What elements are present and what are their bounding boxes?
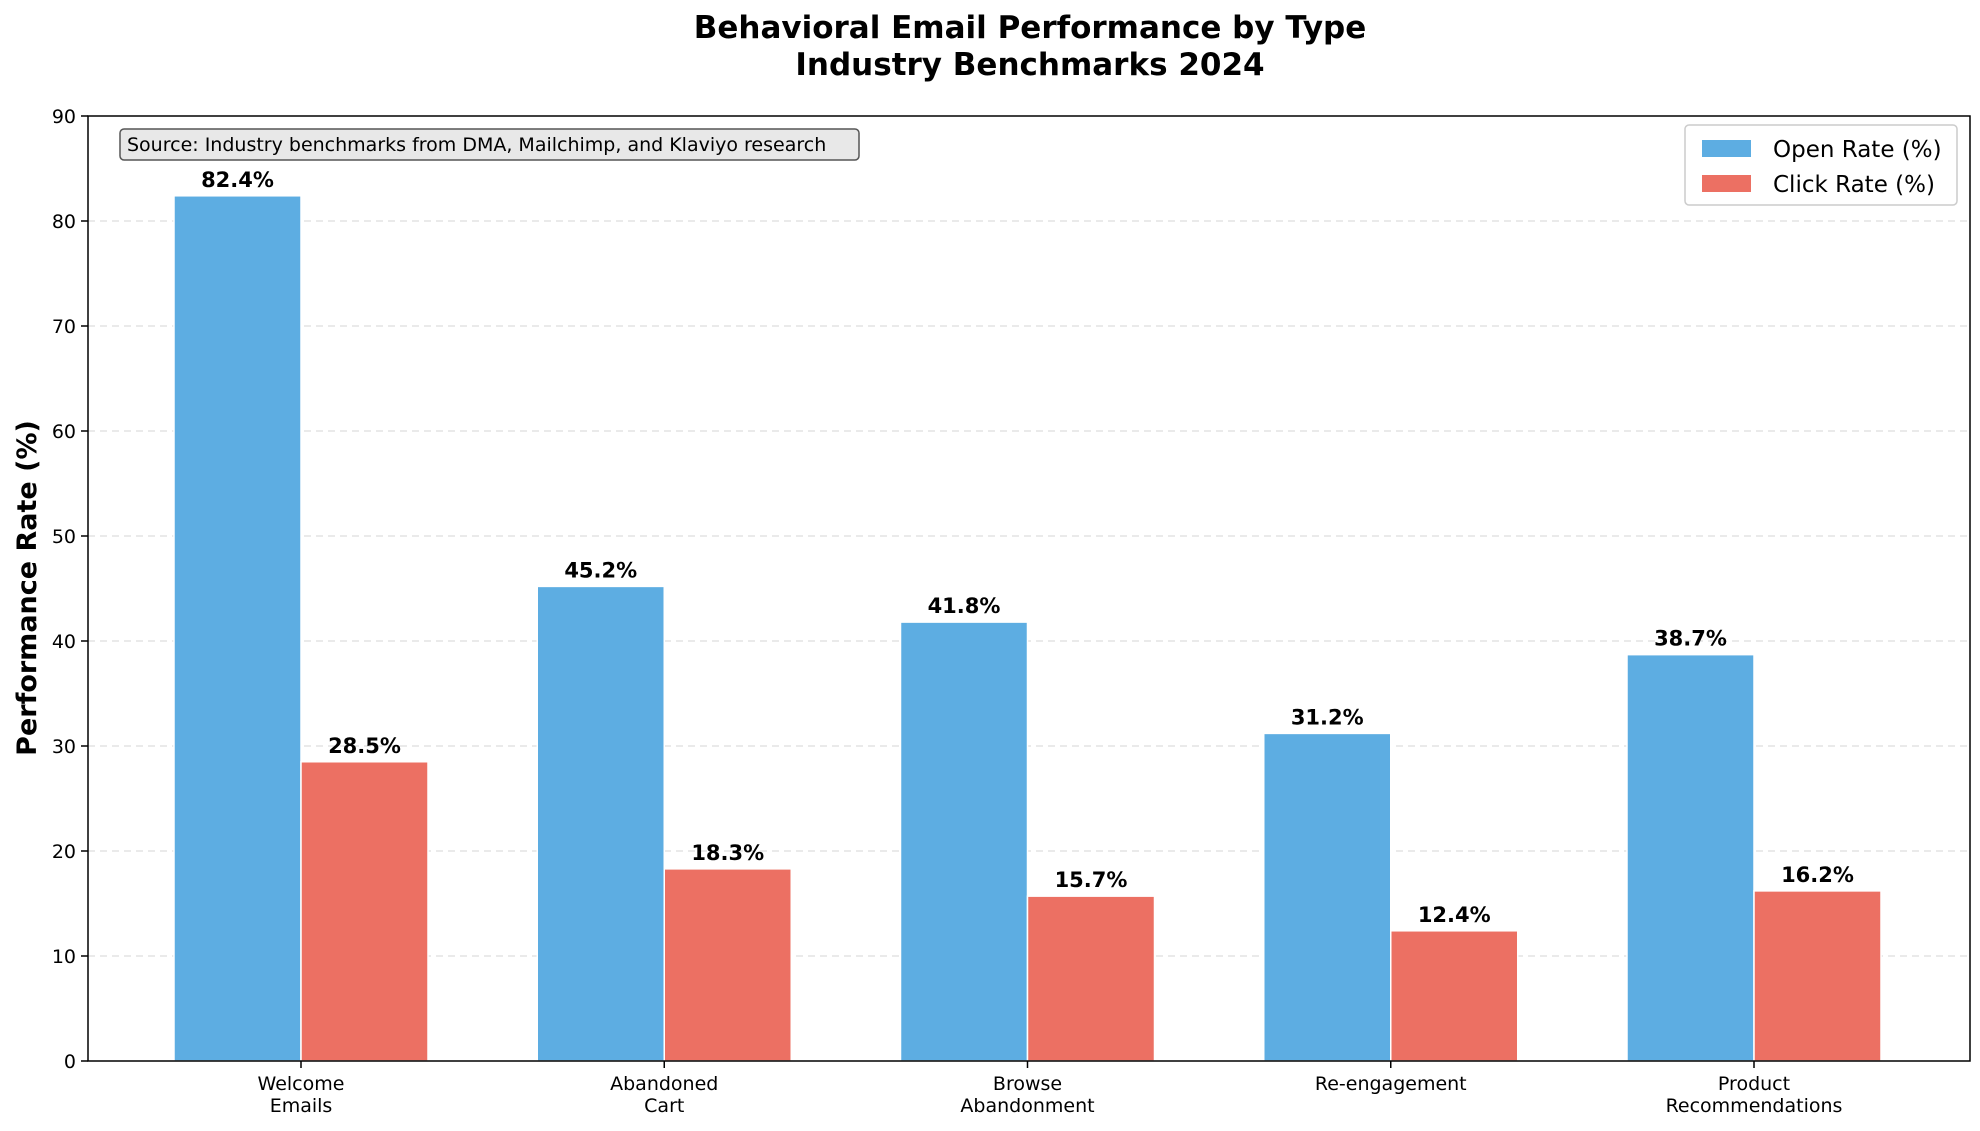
- y-tick-label: 60: [52, 421, 76, 443]
- open-rate-value-label: 41.8%: [928, 594, 1001, 618]
- legend-swatch-click-rate: [1702, 175, 1751, 192]
- y-tick-label: 0: [64, 1051, 76, 1073]
- x-tick-label: Abandonment: [960, 1095, 1094, 1117]
- plot-frame: [87, 115, 1971, 1062]
- y-tick-label: 10: [52, 946, 76, 968]
- click-rate-bar: [300, 761, 429, 1062]
- open-rate-bar: [1626, 653, 1755, 1062]
- source-annotation-box: [119, 128, 860, 161]
- y-axis: 0 10 20 30 40 50 60 70 80 90: [52, 106, 88, 1073]
- x-tick-label: Welcome: [258, 1073, 345, 1095]
- click-rate-value-label: 12.4%: [1418, 903, 1491, 927]
- y-tick-label: 40: [52, 631, 76, 653]
- open-rate-bar: [536, 585, 665, 1062]
- open-rate-bar: [1263, 732, 1392, 1062]
- y-axis-label: Performance Rate (%): [12, 420, 43, 756]
- open-rate-bar: [173, 195, 302, 1062]
- open-rate-bar: [899, 621, 1029, 1062]
- legend-swatch-open-rate: [1702, 140, 1751, 157]
- click-rate-bar: [1390, 930, 1519, 1062]
- source-annotation-text: Source: Industry benchmarks from DMA, Ma…: [127, 134, 826, 156]
- chart-title: Behavioral Email Performance by Type: [694, 10, 1367, 46]
- legend-frame: [1684, 124, 1958, 206]
- bars: [173, 195, 1882, 1062]
- x-tick-label: Recommendations: [1666, 1095, 1843, 1117]
- x-tick-label: Product: [1718, 1073, 1790, 1095]
- click-rate-bar: [1026, 895, 1156, 1062]
- x-tick-label: Browse: [993, 1073, 1062, 1095]
- open-rate-value-label: 38.7%: [1654, 627, 1727, 651]
- click-rate-bar: [663, 868, 792, 1062]
- open-rate-value-label: 45.2%: [564, 558, 637, 582]
- legend-label-open-rate: Open Rate (%): [1773, 137, 1942, 163]
- x-tick-label: Cart: [644, 1095, 684, 1117]
- x-tick-label: Abandoned: [610, 1073, 718, 1095]
- click-rate-value-label: 16.2%: [1781, 863, 1854, 887]
- y-tick-label: 80: [52, 211, 76, 233]
- y-tick-label: 50: [52, 526, 76, 548]
- y-tick-label: 30: [52, 736, 76, 758]
- open-rate-value-label: 31.2%: [1291, 705, 1364, 729]
- source-annotation: Source: Industry benchmarks from DMA, Ma…: [119, 128, 860, 161]
- open-rate-value-label: 82.4%: [201, 168, 274, 192]
- y-tick-label: 20: [52, 841, 76, 863]
- y-tick-label: 70: [52, 316, 76, 338]
- click-rate-value-label: 28.5%: [328, 734, 401, 758]
- y-tick-label: 90: [52, 106, 76, 128]
- click-rate-value-label: 15.7%: [1055, 868, 1128, 892]
- click-rate-value-label: 18.3%: [691, 841, 764, 865]
- legend-label-click-rate: Click Rate (%): [1773, 172, 1935, 198]
- x-tick-label: Emails: [270, 1095, 333, 1117]
- click-rate-bar: [1753, 890, 1882, 1062]
- chart-subtitle: Industry Benchmarks 2024: [795, 47, 1264, 83]
- value-labels: 82.4% 28.5% 45.2% 18.3% 41.8% 15.7% 31.2% 12.4%…: [201, 168, 1854, 927]
- legend: Open Rate (%) Click Rate (%): [1684, 124, 1958, 206]
- x-tick-label: Re-engagement: [1315, 1073, 1467, 1095]
